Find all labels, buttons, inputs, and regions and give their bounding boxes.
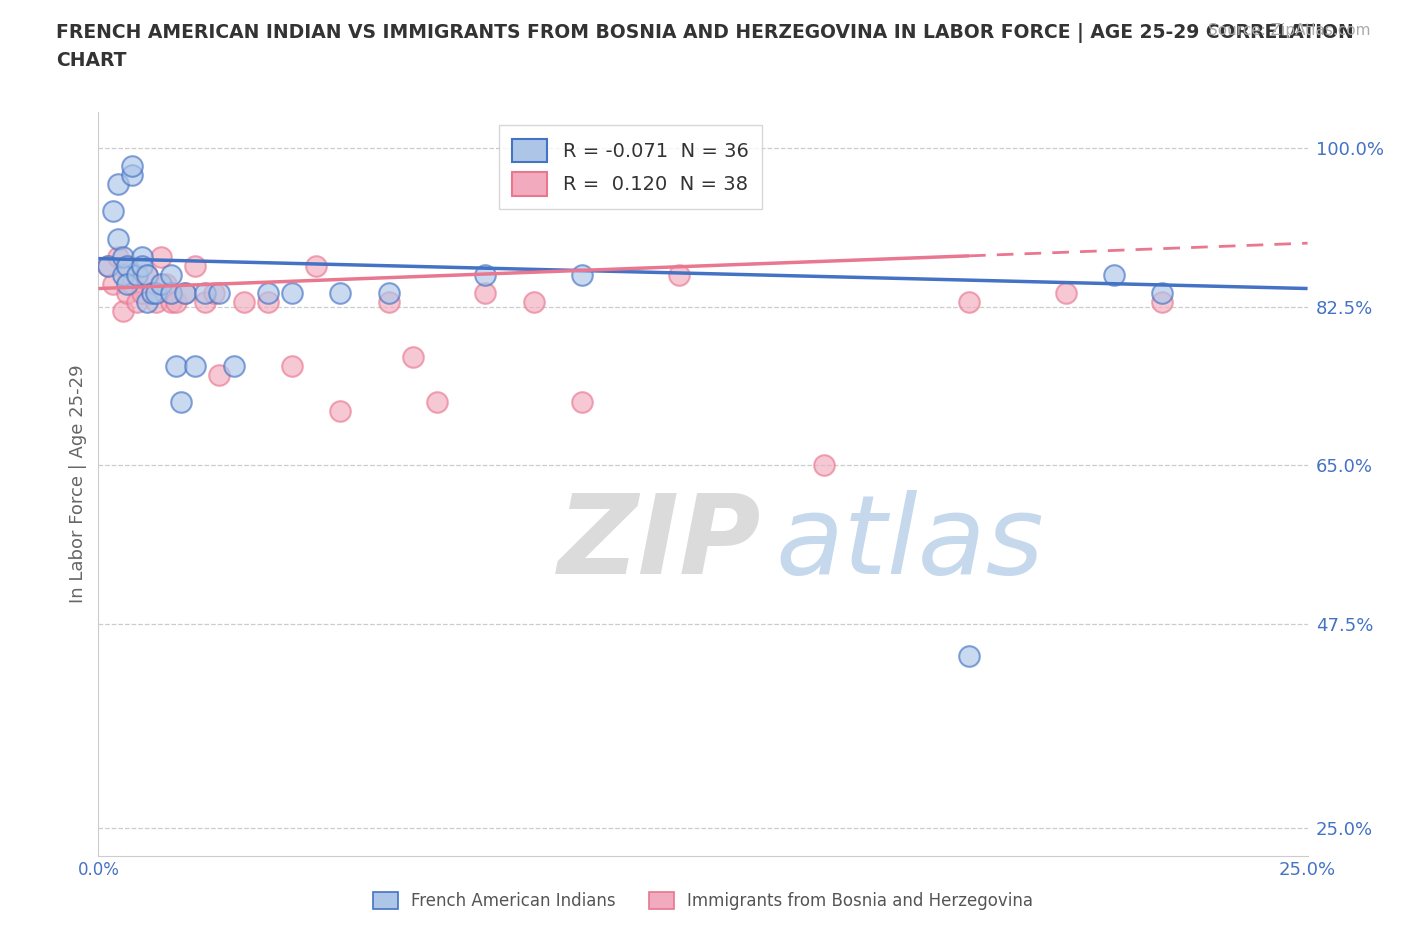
Point [523, 295, 546, 310]
Point [256, 295, 278, 310]
Point [145, 295, 167, 310]
Point [668, 268, 690, 283]
Point [377, 286, 399, 300]
Point [117, 259, 139, 273]
Point [169, 394, 191, 409]
Point [101, 276, 124, 291]
Point [117, 286, 139, 300]
Point [127, 268, 149, 283]
Point [377, 295, 399, 310]
Point [1152, 286, 1174, 300]
Point [184, 259, 207, 273]
Point [204, 286, 226, 300]
Text: FRENCH AMERICAN INDIAN VS IMMIGRANTS FROM BOSNIA AND HERZEGOVINA IN LABOR FORCE : FRENCH AMERICAN INDIAN VS IMMIGRANTS FRO… [56, 23, 1354, 44]
Point [813, 458, 835, 472]
Point [145, 286, 167, 300]
Text: atlas: atlas [776, 489, 1045, 597]
Point [121, 276, 143, 291]
Point [256, 286, 278, 300]
Point [281, 286, 304, 300]
Point [111, 268, 134, 283]
Point [1054, 286, 1077, 300]
Point [107, 232, 129, 246]
Point [127, 295, 149, 310]
Point [135, 295, 157, 310]
Point [117, 276, 139, 291]
Point [474, 268, 496, 283]
Point [131, 259, 153, 273]
Point [131, 249, 153, 264]
Text: Source: ZipAtlas.com: Source: ZipAtlas.com [1208, 23, 1371, 38]
Point [97, 259, 120, 273]
Point [329, 286, 352, 300]
Point [141, 286, 163, 300]
Point [232, 295, 254, 310]
Point [150, 249, 173, 264]
Point [117, 259, 139, 273]
Point [957, 648, 980, 663]
Point [184, 358, 207, 373]
Point [160, 286, 183, 300]
Point [150, 276, 173, 291]
Point [160, 295, 183, 310]
Point [305, 259, 328, 273]
Point [474, 286, 496, 300]
Point [101, 204, 124, 219]
Point [194, 286, 217, 300]
Point [135, 268, 157, 283]
Text: ZIP: ZIP [558, 489, 762, 597]
Point [571, 394, 593, 409]
Point [121, 159, 143, 174]
Point [107, 177, 129, 192]
Point [329, 404, 352, 418]
Point [121, 167, 143, 182]
Point [1102, 268, 1125, 283]
Point [208, 286, 231, 300]
Point [426, 394, 449, 409]
Point [194, 295, 217, 310]
Point [160, 286, 183, 300]
Y-axis label: In Labor Force | Age 25-29: In Labor Force | Age 25-29 [69, 365, 87, 603]
Point [155, 276, 177, 291]
Point [165, 295, 187, 310]
Point [111, 304, 134, 319]
Point [1152, 295, 1174, 310]
Point [402, 349, 425, 364]
Point [97, 259, 120, 273]
Point [571, 268, 593, 283]
Point [165, 358, 187, 373]
Legend: French American Indians, Immigrants from Bosnia and Herzegovina: French American Indians, Immigrants from… [366, 885, 1040, 917]
Text: CHART: CHART [56, 51, 127, 70]
Point [131, 286, 153, 300]
Point [222, 358, 245, 373]
Point [135, 268, 157, 283]
Legend: R = -0.071  N = 36, R =  0.120  N = 38: R = -0.071 N = 36, R = 0.120 N = 38 [499, 125, 762, 209]
Point [107, 249, 129, 264]
Point [957, 295, 980, 310]
Point [141, 286, 163, 300]
Point [281, 358, 304, 373]
Point [160, 268, 183, 283]
Point [174, 286, 197, 300]
Point [208, 367, 231, 382]
Point [111, 249, 134, 264]
Point [174, 286, 197, 300]
